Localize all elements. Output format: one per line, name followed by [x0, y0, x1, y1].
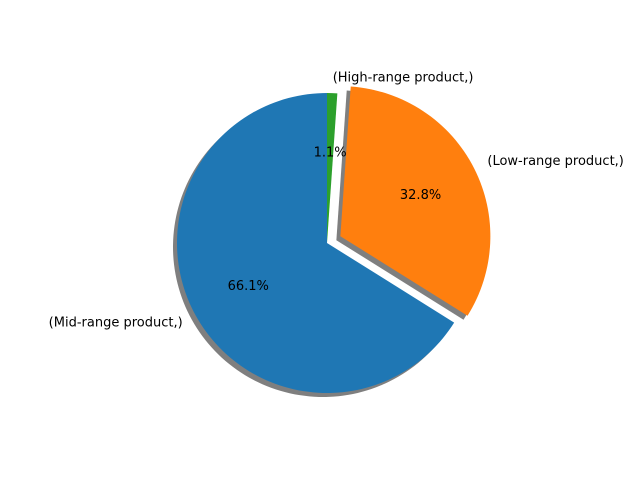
slice-mid-range-product [177, 92, 455, 393]
labels: (Mid-range product,) 66.1% (Low-range prod… [49, 71, 624, 331]
slice-label-high-range-product: (High-range product,) [333, 71, 474, 86]
slice-pct-high-range-product: 1.1% [314, 146, 347, 161]
slice-pct-mid-range-product: 66.1% [228, 279, 269, 294]
slice-high-range-product [327, 93, 338, 243]
slice-low-range-product [340, 86, 491, 316]
slices [177, 86, 491, 393]
slice-label-mid-range-product: (Mid-range product,) [49, 315, 183, 330]
slice-pct-low-range-product: 32.8% [400, 188, 441, 203]
slice-label-low-range-product: (Low-range product,) [487, 154, 624, 169]
